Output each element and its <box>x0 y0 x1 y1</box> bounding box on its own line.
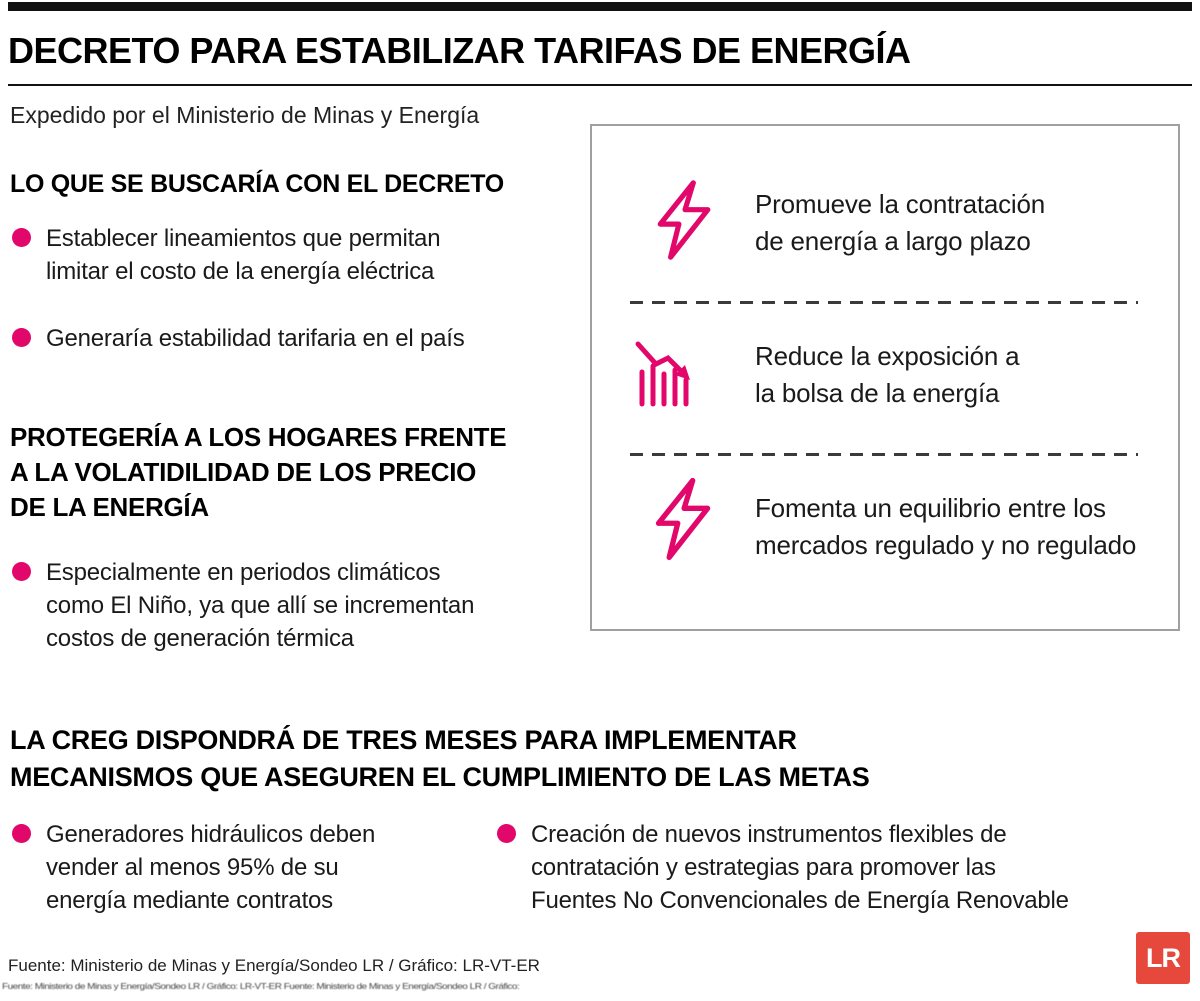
declining-bar-chart-icon <box>632 332 712 417</box>
lightning-bolt-icon <box>652 178 714 267</box>
fine-print: Fuente: Ministerio de Minas y Energía/So… <box>2 982 522 992</box>
bullet-text: Generadores hidráulicos deben vender al … <box>46 821 376 914</box>
bullet-text: Especialmente en periodos climáticos com… <box>46 559 475 652</box>
panel-item-text: Reduce la exposición a la bolsa de la en… <box>755 341 1020 408</box>
section-heading-creg: LA CREG DISPONDRÁ DE TRES MESES PARA IMP… <box>10 725 870 792</box>
bullet-text: Establecer lineamientos que permitan lim… <box>46 225 441 285</box>
bullet-dot-icon <box>12 228 31 247</box>
panel-item-text: Fomenta un equilibrio entre los mercados… <box>755 493 1137 560</box>
bullet-dot-icon <box>12 562 31 581</box>
source-credit: Fuente: Ministerio de Minas y Energía/So… <box>8 956 540 975</box>
bullet-item: Especialmente en periodos climáticos com… <box>12 556 474 655</box>
dashed-divider <box>630 453 1138 456</box>
page-title: DECRETO PARA ESTABILIZAR TARIFAS DE ENER… <box>8 30 911 71</box>
title-divider <box>8 84 1192 86</box>
bullet-item: Creación de nuevos instrumentos flexible… <box>497 818 1069 917</box>
lr-logo: LR <box>1136 932 1190 984</box>
section-heading-hogares: PROTEGERÍA A LOS HOGARES FRENTE A LA VOL… <box>10 422 507 522</box>
bullet-dot-icon <box>497 824 516 843</box>
bullet-text: Generaría estabilidad tarifaria en el pa… <box>46 325 465 352</box>
bullet-item: Establecer lineamientos que permitan lim… <box>12 222 441 288</box>
page-subtitle: Expedido por el Ministerio de Minas y En… <box>10 102 480 128</box>
bullet-dot-icon <box>12 824 31 843</box>
panel-item-text: Promueve la contratación de energía a la… <box>755 189 1046 256</box>
dashed-divider <box>630 301 1138 304</box>
section-heading-decreto: LO QUE SE BUSCARÍA CON EL DECRETO <box>10 170 504 198</box>
bullet-dot-icon <box>12 328 31 347</box>
benefits-panel: Promueve la contratación de energía a la… <box>590 124 1180 631</box>
top-black-bar <box>8 2 1192 11</box>
lightning-bolt-icon <box>650 474 714 569</box>
bullet-text: Creación de nuevos instrumentos flexible… <box>531 821 1069 914</box>
bullet-item: Generaría estabilidad tarifaria en el pa… <box>12 322 465 355</box>
bullet-item: Generadores hidráulicos deben vender al … <box>12 818 375 917</box>
